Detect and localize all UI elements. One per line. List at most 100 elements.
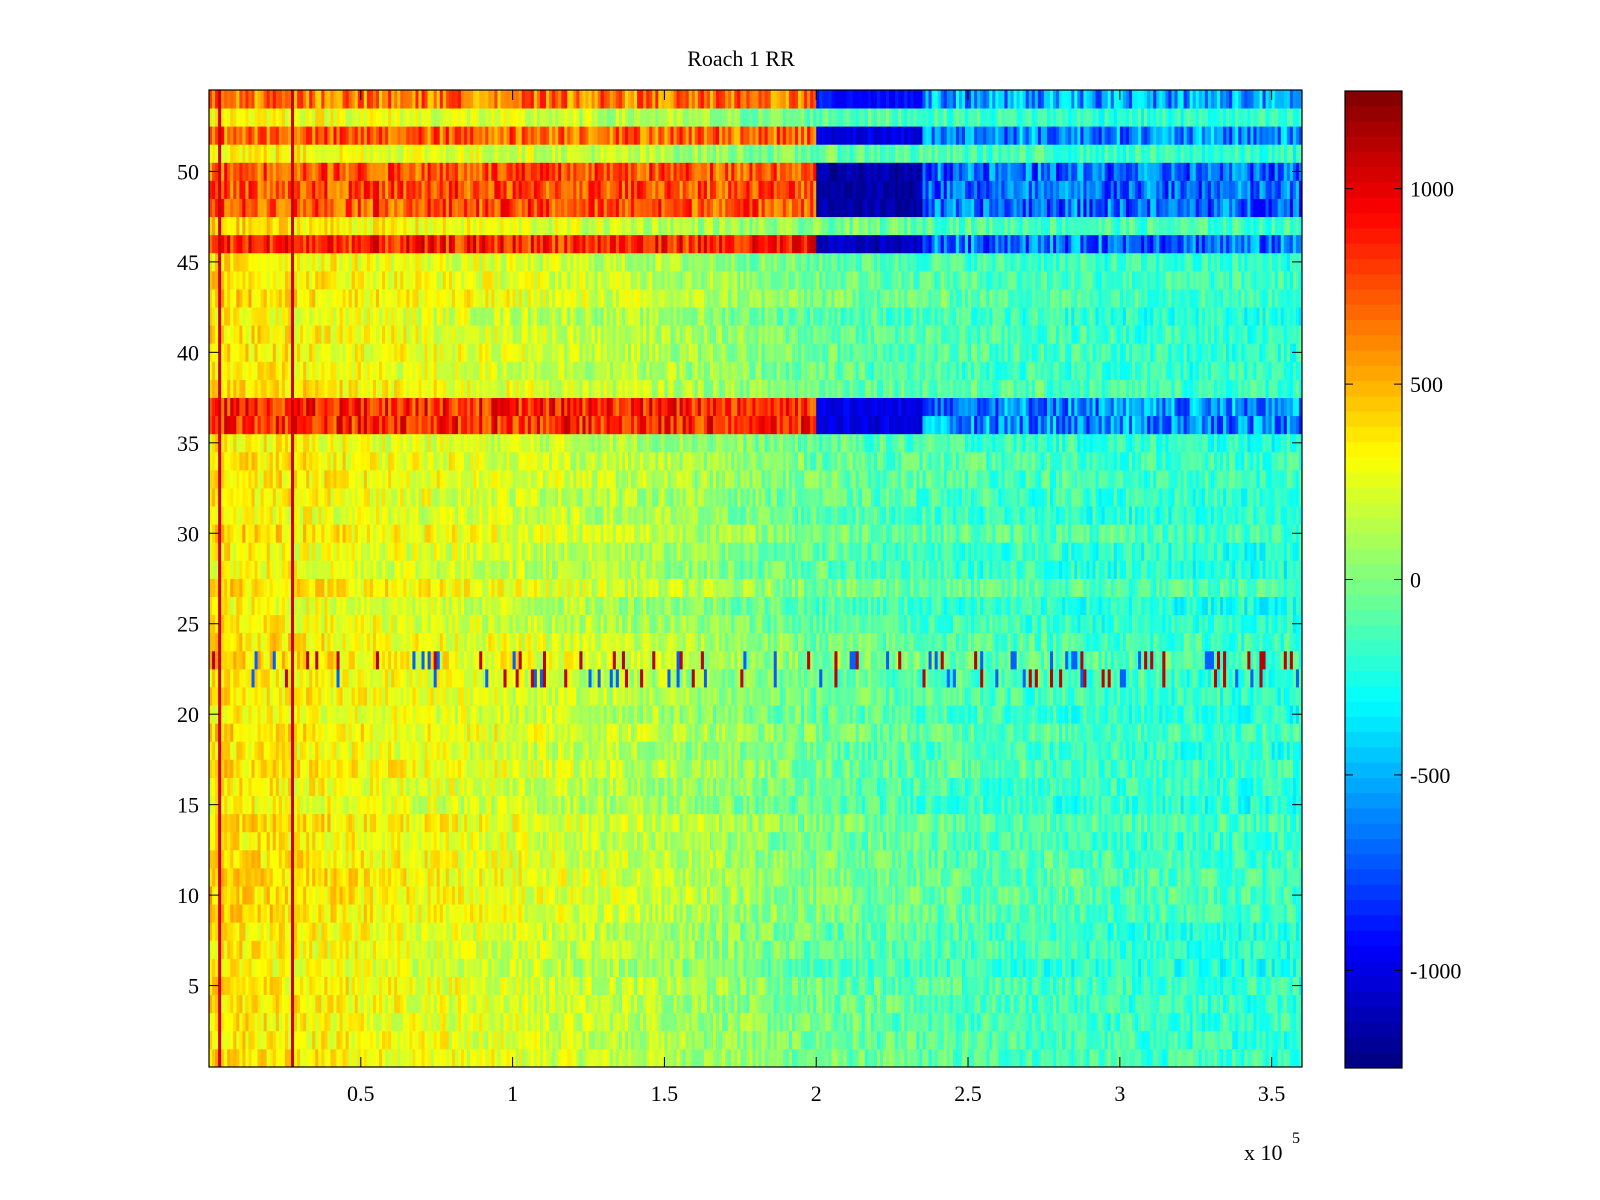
heatmap-cell (679, 1012, 684, 1032)
heatmap-cell (1056, 867, 1060, 887)
heatmap-cell (306, 922, 310, 941)
heatmap-cell (415, 922, 419, 941)
heatmap-cell (1077, 1030, 1081, 1050)
heatmap-cell (500, 922, 504, 941)
heatmap-cell (1001, 976, 1005, 996)
heatmap-cell (242, 976, 246, 996)
heatmap-cell (360, 813, 365, 833)
heatmap-cell (1062, 994, 1066, 1014)
heatmap-cell (946, 886, 951, 905)
heatmap-cell (1046, 813, 1051, 833)
heatmap-cell (451, 958, 456, 977)
heatmap-cell (1232, 994, 1236, 1014)
heatmap-cell (1007, 958, 1011, 977)
heatmap-cell (934, 831, 939, 851)
heatmap-cell (861, 922, 866, 941)
heatmap-cell (776, 1048, 781, 1068)
heatmap-cell (688, 849, 693, 869)
heatmap-cell (488, 1048, 492, 1068)
heatmap-cell (664, 1012, 668, 1032)
heatmap-cell (509, 886, 514, 905)
heatmap-cell (858, 831, 863, 851)
heatmap-cell (382, 849, 386, 869)
heatmap-cell (345, 1012, 350, 1032)
heatmap-cell (621, 849, 626, 869)
heatmap-cell (503, 886, 507, 905)
heatmap-cell (266, 1012, 271, 1032)
heatmap-cell (1280, 994, 1285, 1014)
heatmap-cell (822, 849, 826, 869)
heatmap-cell (971, 831, 975, 851)
heatmap-cell (1019, 1012, 1024, 1032)
heatmap-cell (212, 849, 216, 869)
heatmap-cell (767, 1012, 772, 1032)
heatmap-cell (974, 849, 978, 869)
heatmap-cell (1022, 849, 1027, 869)
heatmap-cell (1001, 922, 1005, 941)
heatmap-cell (743, 1048, 747, 1068)
heatmap-cell (503, 904, 507, 923)
heatmap-cell (831, 1048, 835, 1068)
heatmap-cell (327, 831, 331, 851)
heatmap-cell (530, 867, 535, 887)
heatmap-cell (861, 813, 866, 833)
heatmap-cell (1153, 940, 1157, 959)
heatmap-cell (351, 1012, 356, 1032)
heatmap-cell (1174, 976, 1178, 996)
heatmap-cell (257, 849, 262, 869)
heatmap-cell (1207, 1030, 1212, 1050)
heatmap-cell (673, 867, 677, 887)
heatmap-cell (221, 831, 225, 851)
heatmap-cell (773, 886, 778, 905)
heatmap-cell (1104, 849, 1109, 869)
heatmap-cell (503, 1012, 507, 1032)
heatmap-cell (631, 849, 635, 869)
heatmap-cell (670, 1048, 674, 1068)
heatmap-cell (503, 994, 507, 1014)
heatmap-cell (992, 1048, 996, 1068)
heatmap-cell (637, 1030, 641, 1050)
heatmap-cell (998, 940, 1002, 959)
heatmap-cell (427, 1030, 432, 1050)
heatmap-cell (986, 922, 990, 941)
heatmap-cell (1247, 904, 1251, 923)
heatmap-cell (1244, 867, 1248, 887)
heatmap-cell (552, 1012, 556, 1032)
heatmap-cell (1107, 1012, 1112, 1032)
heatmap-cell (861, 1030, 866, 1050)
heatmap-cell (284, 831, 289, 851)
heatmap-cell (1177, 1012, 1181, 1032)
heatmap-cell (1198, 994, 1203, 1014)
heatmap-cell (1265, 904, 1270, 923)
heatmap-cell (892, 831, 896, 851)
heatmap-cell (1116, 976, 1121, 996)
heatmap-cell (731, 813, 735, 833)
heatmap-cell (521, 886, 526, 905)
heatmap-cell (615, 849, 620, 869)
heatmap-cell (236, 922, 240, 941)
heatmap-cell (245, 1048, 249, 1068)
heatmap-cell (958, 1048, 963, 1068)
heatmap-cell (646, 867, 650, 887)
heatmap-cell (218, 940, 222, 959)
heatmap-cell (864, 831, 869, 851)
heatmap-cell (801, 867, 805, 887)
heatmap-cell (1213, 1012, 1218, 1032)
heatmap-cell (1053, 1012, 1057, 1032)
heatmap-cell (321, 831, 325, 851)
heatmap-cell (433, 813, 438, 833)
heatmap-cell (509, 1030, 514, 1050)
heatmap-cell (497, 886, 501, 905)
heatmap-cell (391, 849, 395, 869)
heatmap-cell (804, 1030, 808, 1050)
heatmap-cell (242, 904, 246, 923)
heatmap-cell (867, 904, 872, 923)
heatmap-cell (1277, 976, 1282, 996)
heatmap-cell (1162, 1048, 1166, 1068)
heatmap-cell (427, 1012, 432, 1032)
heatmap-cell (379, 886, 383, 905)
heatmap-cell (491, 1048, 495, 1068)
heatmap-cell (585, 867, 589, 887)
heatmap-cell (637, 958, 641, 977)
heatmap-cell (1040, 922, 1045, 941)
